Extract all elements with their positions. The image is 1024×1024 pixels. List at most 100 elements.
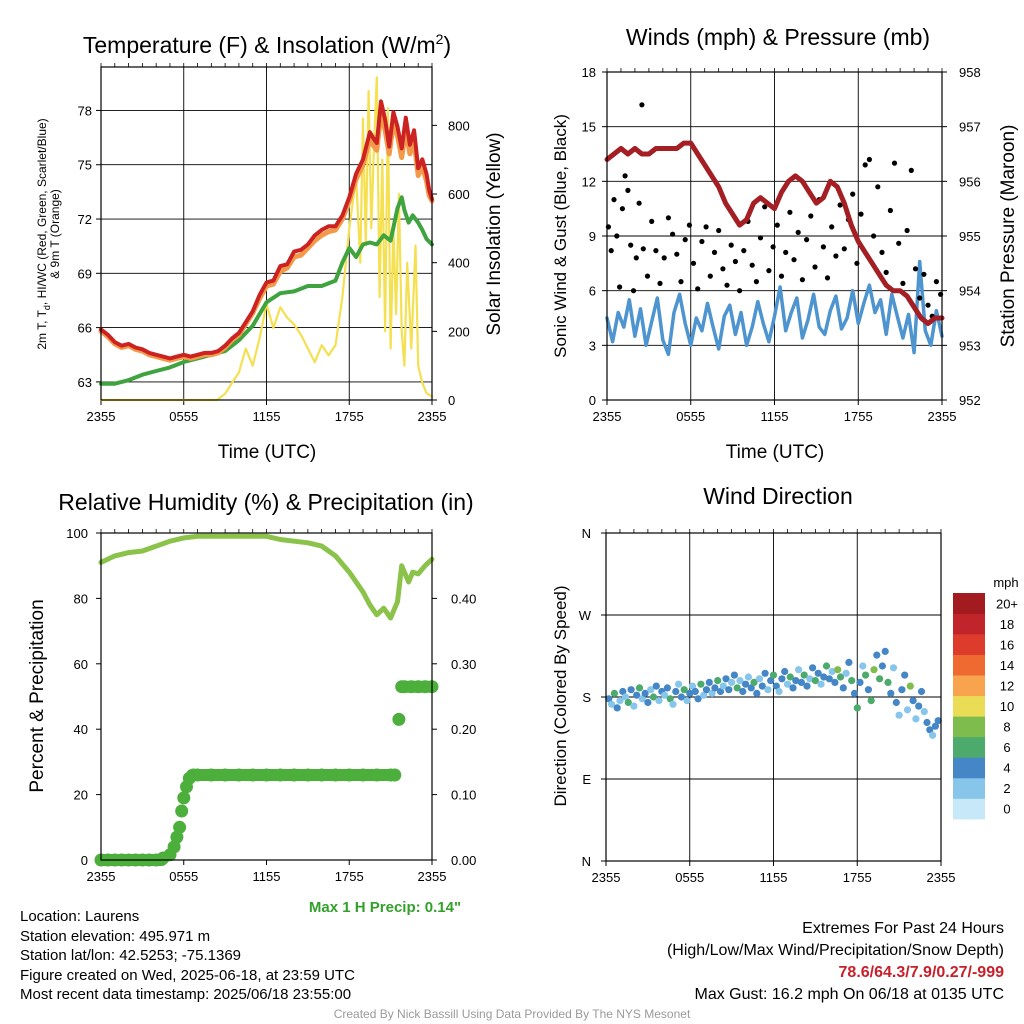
wind-y2label: Station Pressure (Maroon)	[998, 125, 1019, 348]
gust-point	[674, 251, 680, 257]
gust-point	[850, 191, 856, 197]
dir-xtick-label: 2355	[592, 870, 621, 885]
direction-point	[931, 722, 940, 730]
temp-y2tick-label: 200	[448, 324, 470, 339]
precip-point	[392, 712, 406, 726]
dir-title: Wind Direction	[703, 483, 853, 509]
max-gust: Max Gust: 16.2 mph On 06/18 at 0135 UTC	[694, 986, 1005, 1003]
wind-ytick-label: 0	[589, 393, 596, 408]
temp-ytick-label: 75	[78, 158, 92, 173]
temp-ylabel-line2: & 9m T (Orange)	[48, 189, 62, 279]
direction-point	[644, 698, 652, 707]
direction-point	[775, 687, 783, 696]
temp-ytick-label: 69	[78, 266, 92, 281]
direction-point	[848, 677, 856, 685]
gust-point	[686, 222, 693, 228]
wind-ytick-label: 12	[582, 174, 596, 189]
gust-point	[812, 264, 818, 270]
direction-point	[831, 678, 839, 687]
direction-point	[605, 695, 613, 703]
direction-point	[817, 680, 825, 688]
gust-point	[737, 288, 743, 294]
rh-ytick-label: 100	[66, 526, 88, 541]
direction-point	[624, 698, 632, 707]
gust-point	[829, 224, 835, 230]
temp-y2tick-label: 400	[448, 256, 470, 271]
direction-point	[859, 662, 867, 670]
wind-title: Winds (mph) & Pressure (mb)	[626, 24, 930, 50]
temp-title-end: )	[443, 32, 451, 58]
rh-title: Relative Humidity (%) & Precipitation (i…	[58, 489, 473, 515]
temp-xtick-label: 2355	[87, 409, 116, 424]
gust-point	[900, 280, 906, 286]
direction-point	[711, 684, 719, 692]
gust-point	[720, 266, 726, 272]
temp-y2tick-label: 800	[448, 118, 470, 133]
direction-point	[929, 731, 937, 739]
direction-point	[705, 678, 713, 687]
gust-point	[841, 246, 847, 252]
gust-point	[661, 255, 667, 261]
dir-xtick-label: 1755	[843, 870, 872, 885]
dir-ylabel: Direction (Colored By Speed)	[551, 585, 570, 806]
station-location: Location: Laurens	[20, 908, 140, 925]
gust-point	[762, 204, 768, 210]
precip-point	[177, 791, 191, 805]
gust-point	[799, 277, 806, 283]
wind-y2tick-label: 956	[959, 174, 981, 189]
temp-xtick-label: 1755	[335, 409, 364, 424]
dir-xtick-label: 2355	[927, 870, 956, 885]
direction-point	[758, 682, 766, 690]
recent-timestamp: Most recent data timestamp: 2025/06/18 2…	[20, 986, 352, 1004]
direction-point	[898, 686, 906, 694]
direction-point	[792, 677, 800, 685]
direction-point	[683, 697, 691, 705]
direction-point	[669, 700, 677, 708]
direction-point	[901, 671, 909, 679]
temp-y2label: Solar Insolation (Yellow)	[484, 132, 505, 335]
direction-point	[781, 667, 789, 676]
max-precip-annotation: Max 1 H Precip: 0.14"	[309, 899, 461, 916]
direction-point	[778, 675, 786, 683]
wind-y2label-text: Station Pressure (Maroon)	[998, 125, 1019, 348]
temp-xtick-label: 2355	[418, 409, 447, 424]
gust-point	[753, 279, 760, 285]
rh-ylabel-text: Percent & Precipitation	[27, 599, 48, 792]
rh-xtick-label: 2355	[87, 869, 116, 884]
gust-point	[665, 215, 672, 221]
direction-point	[635, 684, 644, 692]
direction-point	[688, 682, 697, 690]
gust-point	[891, 160, 898, 166]
direction-point	[825, 675, 833, 683]
direction-point	[700, 691, 708, 699]
wind-xtick-label: 1155	[761, 409, 789, 424]
direction-point	[915, 702, 923, 710]
colorbar-label: 12	[1000, 678, 1014, 693]
direction-point	[814, 669, 822, 677]
direction-point	[867, 697, 875, 705]
rh-ytick-label: 60	[74, 657, 88, 672]
temp-ytick-label: 72	[78, 212, 92, 227]
gust-point	[757, 235, 764, 241]
wind-xtick-label: 1755	[844, 409, 873, 424]
rh-ytick-label: 80	[74, 591, 88, 606]
wind-ytick-label: 15	[582, 120, 596, 135]
temp-y2tick-label: 600	[448, 187, 470, 202]
direction-point	[786, 673, 794, 681]
direction-point	[870, 666, 878, 674]
gust-point	[628, 242, 634, 248]
direction-point	[694, 695, 702, 703]
wind-y2tick-label: 954	[959, 284, 981, 299]
gust-point	[766, 268, 772, 274]
gust-point	[791, 257, 797, 263]
direction-point	[828, 667, 836, 676]
temp-frame	[100, 66, 433, 401]
gust-point	[824, 275, 831, 281]
direction-point	[722, 675, 730, 683]
gust-point	[611, 197, 617, 203]
gust-point	[724, 282, 730, 288]
gust-point	[678, 279, 684, 285]
direction-point	[920, 708, 928, 716]
temp-ylabel-rest: , HI/WC (Red, Green, Scarlet/Blue)	[35, 118, 49, 305]
